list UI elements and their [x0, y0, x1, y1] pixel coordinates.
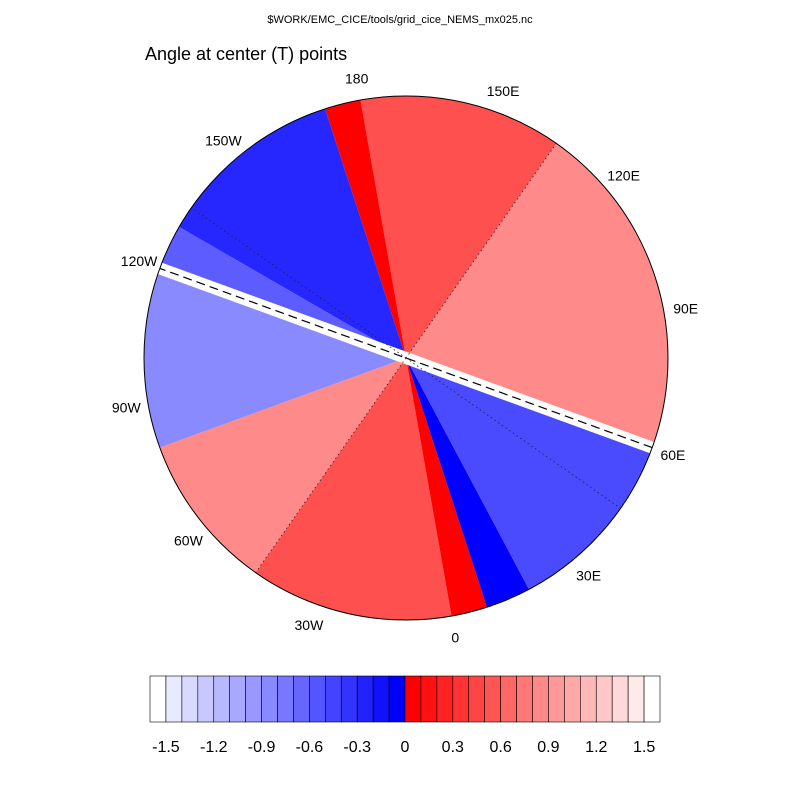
colorbar-box [309, 675, 326, 723]
colorbar-box [340, 675, 358, 723]
colorbar-box [532, 675, 549, 723]
colorbar-tick-label: -1.5 [152, 739, 180, 756]
colorbar-box [213, 675, 230, 723]
colorbar-box [564, 675, 581, 723]
dotted-meridian [191, 207, 407, 359]
colorbar-tick-label: 0.6 [489, 739, 511, 756]
colorbar-box [356, 675, 374, 723]
longitude-label: 30E [576, 568, 601, 584]
negative-light-sector [144, 266, 406, 450]
colorbar-box [325, 675, 342, 723]
positive-strong-band [323, 96, 406, 358]
colorbar-box [165, 675, 183, 723]
colorbar-box [420, 675, 438, 723]
negative-strong-band-2 [406, 358, 532, 612]
colorbar-box [149, 675, 167, 723]
dotted-meridian [255, 357, 407, 573]
positive-light-sector [406, 139, 668, 450]
longitude-label: 150E [487, 83, 520, 99]
positive-light-sector-2b [155, 358, 406, 577]
negative-mid-sector [155, 224, 406, 358]
longitude-label: 180 [345, 70, 369, 86]
longitude-labels: 0 30E 60E 90E 120E 150E 180 150W 120W 90W 60W 30W [112, 70, 698, 645]
colorbar-box [293, 675, 310, 723]
colorbar-box [388, 675, 406, 723]
colorbar-box [516, 675, 533, 723]
colorbar-box [548, 675, 565, 723]
colorbar-tick-label: -0.3 [343, 739, 371, 756]
colorbar-box [627, 675, 645, 723]
colorbar-tick-label: 1.5 [633, 739, 655, 756]
colorbar-box [436, 675, 454, 723]
colorbar-tick-label: 0.3 [442, 739, 464, 756]
colorbar-tick-label: -0.9 [248, 739, 276, 756]
file-title: $WORK/EMC_CICE/tools/grid_cice_NEMS_mx02… [267, 14, 533, 26]
colorbar-box [468, 675, 485, 723]
colorbar-box [404, 675, 422, 723]
colorbar-box [261, 675, 278, 723]
positive-mid-sector-2 [252, 358, 453, 620]
colorbar-box [245, 675, 262, 723]
colorbar-tick-label: -1.2 [200, 739, 228, 756]
dotted-meridian [405, 143, 557, 359]
colorbar-box [372, 675, 390, 723]
longitude-label: 30W [295, 617, 325, 633]
longitude-label: 0 [451, 630, 459, 646]
colorbar-tick-label: 0.9 [537, 739, 559, 756]
colorbar-tick-label: -0.6 [296, 739, 324, 756]
dotted-meridian [405, 357, 621, 509]
positive-mid-sector [359, 96, 560, 358]
longitude-label: 60W [174, 533, 204, 549]
longitude-label: 90W [112, 399, 142, 415]
colorbar-box [580, 675, 597, 723]
longitude-label: 120E [607, 167, 640, 183]
colorbar-tick-label: 1.2 [585, 739, 607, 756]
colorbar-box [611, 675, 629, 723]
negative-mid-sector-2 [406, 358, 657, 594]
colorbar: -1.5 -1.2 -0.9 -0.6 -0.3 0 0.3 0.6 0.9 1.2 1.5 [149, 675, 661, 756]
meridian-lines [159, 143, 653, 573]
colorbar-box [595, 675, 613, 723]
colorbar-tick-label: 0 [401, 739, 410, 756]
colorbar-box [500, 675, 517, 723]
longitude-label: 90E [673, 301, 698, 317]
colorbar-box [643, 675, 661, 723]
longitude-label: 150W [205, 132, 242, 148]
colorbar-box [484, 675, 501, 723]
plot-title: Angle at center (T) points [145, 44, 348, 64]
dashed-meridian [159, 267, 653, 449]
colorbar-box [277, 675, 294, 723]
colorbar-box [229, 675, 246, 723]
longitude-label: 120W [121, 253, 158, 269]
angle-field [144, 96, 668, 620]
positive-strong-band-2 [406, 358, 489, 620]
map-boundary [143, 95, 669, 621]
colorbar-box [197, 675, 215, 723]
colorbar-box [181, 675, 199, 723]
negative-strong-sector [174, 104, 406, 358]
longitude-label: 60E [660, 447, 685, 463]
colorbar-box [452, 675, 470, 723]
